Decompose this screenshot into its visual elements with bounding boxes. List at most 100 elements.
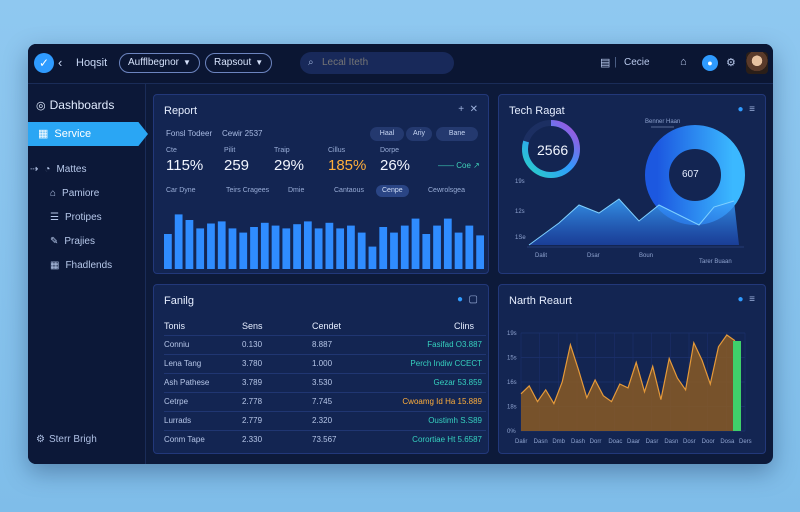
report-bar-chart [164, 214, 484, 269]
report-panel: Report + ✕ Fonsl Todeer Cewir 2537 Haal … [153, 94, 489, 274]
x-tick: Dorr [590, 439, 602, 445]
chevron-down-icon: ▼ [182, 58, 191, 67]
column-header[interactable]: Sens [242, 321, 263, 331]
x-tick: Dosa [720, 439, 735, 445]
sidebar-item-mattes[interactable]: ⇢ ◔ Mattes [30, 164, 86, 175]
sidebar-header-label: Dashboards [49, 98, 115, 112]
dashboard-icon: ◎ [36, 100, 46, 112]
sidebar-item-label: Service [54, 128, 92, 140]
cell-sens: 0.130 [242, 340, 263, 349]
top-right-label[interactable]: Cecie [624, 57, 650, 68]
y-tick: 18s [507, 405, 517, 411]
filter-button-3[interactable]: Bane [436, 127, 478, 141]
column-header[interactable]: Tonis [164, 321, 186, 331]
bar [314, 228, 323, 269]
bar [443, 218, 452, 269]
bar [336, 228, 345, 269]
sidebar-footer[interactable]: ⚙ Sterr Brigh [36, 434, 97, 445]
area-series [521, 335, 735, 431]
chart-filter-pill[interactable]: Cenpe [376, 185, 409, 197]
cell-cendet: 7.745 [312, 397, 333, 406]
bar [476, 235, 484, 269]
search-box[interactable]: ⌕ [300, 52, 454, 74]
add-icon[interactable]: + [458, 104, 465, 115]
ring-value: 2566 [537, 142, 569, 158]
bar [325, 222, 334, 269]
area-series-line [520, 334, 736, 405]
sidebar-header[interactable]: ◎ Dashboards [36, 98, 114, 112]
table-row[interactable]: Lurrads 2.779 2.320 Oustimh S.S89 [164, 411, 486, 430]
dropdown-primary[interactable]: Aufflbegnor ▼ [119, 53, 200, 73]
avatar[interactable] [746, 52, 768, 74]
info-icon[interactable]: ● [737, 294, 744, 305]
cell-sens: 2.330 [242, 435, 263, 444]
notification-icon[interactable]: ● [702, 55, 718, 71]
sidebar-item-pamiore[interactable]: ⌂ Pamiore [50, 188, 99, 199]
settings-icon[interactable]: ⚙ [726, 57, 736, 69]
bar [293, 224, 301, 269]
chart-label: Teirs Cragees [226, 187, 270, 194]
sidebar-item-prajies[interactable]: ✎ Prajies [50, 236, 95, 247]
bar [368, 246, 377, 269]
kpi-value: 115% [166, 157, 204, 174]
expand-icon[interactable]: ▢ [468, 294, 478, 305]
column-header[interactable]: Clins [454, 321, 475, 331]
sidebar-item-label: Fhadlends [65, 260, 113, 271]
bar [390, 232, 398, 269]
cell-name: Lurrads [164, 416, 192, 425]
sidebar-item-label: Pamiore [62, 188, 100, 199]
sidebar-item-service[interactable]: ▦ Service [28, 122, 148, 146]
sidebar-item-fhadlends[interactable]: ▦ Fhadlends [50, 260, 112, 271]
tech-title: Tech Ragat [509, 105, 565, 117]
x-tick: Dalit [535, 253, 548, 259]
cell-sens: 2.778 [242, 397, 263, 406]
bar [357, 232, 366, 269]
info-icon[interactable]: ● [737, 104, 744, 115]
menu-icon[interactable]: ≡ [749, 104, 755, 115]
north-title: Narth Reaurt [509, 295, 572, 307]
x-tick: Doac [608, 439, 622, 445]
close-icon[interactable]: ✕ [469, 104, 478, 115]
bar [411, 218, 420, 269]
tech-panel-actions: ● ≡ [738, 104, 755, 115]
column-header[interactable]: Cendet [312, 321, 342, 331]
sidebar: ◎ Dashboards ▦ Service ⇢ ◔ Mattes ⌂ Pamiore ☰… [28, 84, 148, 464]
cell-cendet: 1.000 [312, 359, 333, 368]
x-tick: Dasn [664, 439, 678, 445]
table-row[interactable]: Conniu 0.130 8.887 Fasifad O3.887 [164, 335, 486, 354]
report-panel-actions: + ✕ [458, 104, 478, 115]
app-logo-icon[interactable]: ✓ [34, 53, 54, 73]
family-panel: Fanilg ● ▢ Tonis Sens Cendet Clins Conni… [153, 284, 489, 454]
table-row[interactable]: Ash Pathese 3.789 3.530 Gezar 53.859 [164, 373, 486, 392]
table-row[interactable]: Cetrpe 2.778 7.745 Cwoamg Id Ha 15.889 [164, 392, 486, 411]
y-tick: 12s [515, 209, 525, 215]
chart-label: Car Dyne [166, 187, 196, 194]
y-tick: 15s [507, 356, 517, 362]
highlight-bar [733, 341, 741, 431]
menu-icon[interactable]: ≡ [749, 294, 755, 305]
y-tick: 0% [507, 429, 516, 435]
dropdown-secondary[interactable]: Rapsout ▼ [205, 53, 273, 73]
dropdown-primary-label: Aufflbegnor [128, 57, 179, 68]
bar [433, 225, 441, 269]
sidebar-item-protipes[interactable]: ☰ Protipes [50, 212, 102, 223]
table-row[interactable]: Conm Tape 2.330 73.567 Corortiae Ht 5.6587 [164, 430, 486, 449]
info-icon[interactable]: ● [456, 294, 463, 305]
filter-button-2[interactable]: Ariy [406, 127, 432, 141]
home-icon[interactable]: ⌂ [680, 56, 687, 68]
bar [207, 223, 215, 269]
bar [347, 225, 355, 269]
table-row[interactable]: Lena Tang 3.780 1.000 Perch Indiw CCECT [164, 354, 486, 373]
x-tick: Dsar [587, 253, 600, 259]
trend-indicator: —— Coe ↗ [438, 161, 480, 170]
back-arrow-icon[interactable]: ‹ [58, 55, 63, 70]
search-input[interactable] [322, 57, 442, 68]
bar [465, 225, 474, 269]
document-icon[interactable]: ▤ [600, 57, 611, 69]
filter-button-1[interactable]: Haal [370, 127, 404, 141]
chevron-down-icon: ▼ [255, 58, 264, 67]
cell-status: Gezar 53.859 [433, 378, 482, 387]
ring-gauge-fill [522, 120, 580, 178]
family-title: Fanilg [164, 295, 194, 307]
chart-label: Dmie [288, 187, 305, 194]
